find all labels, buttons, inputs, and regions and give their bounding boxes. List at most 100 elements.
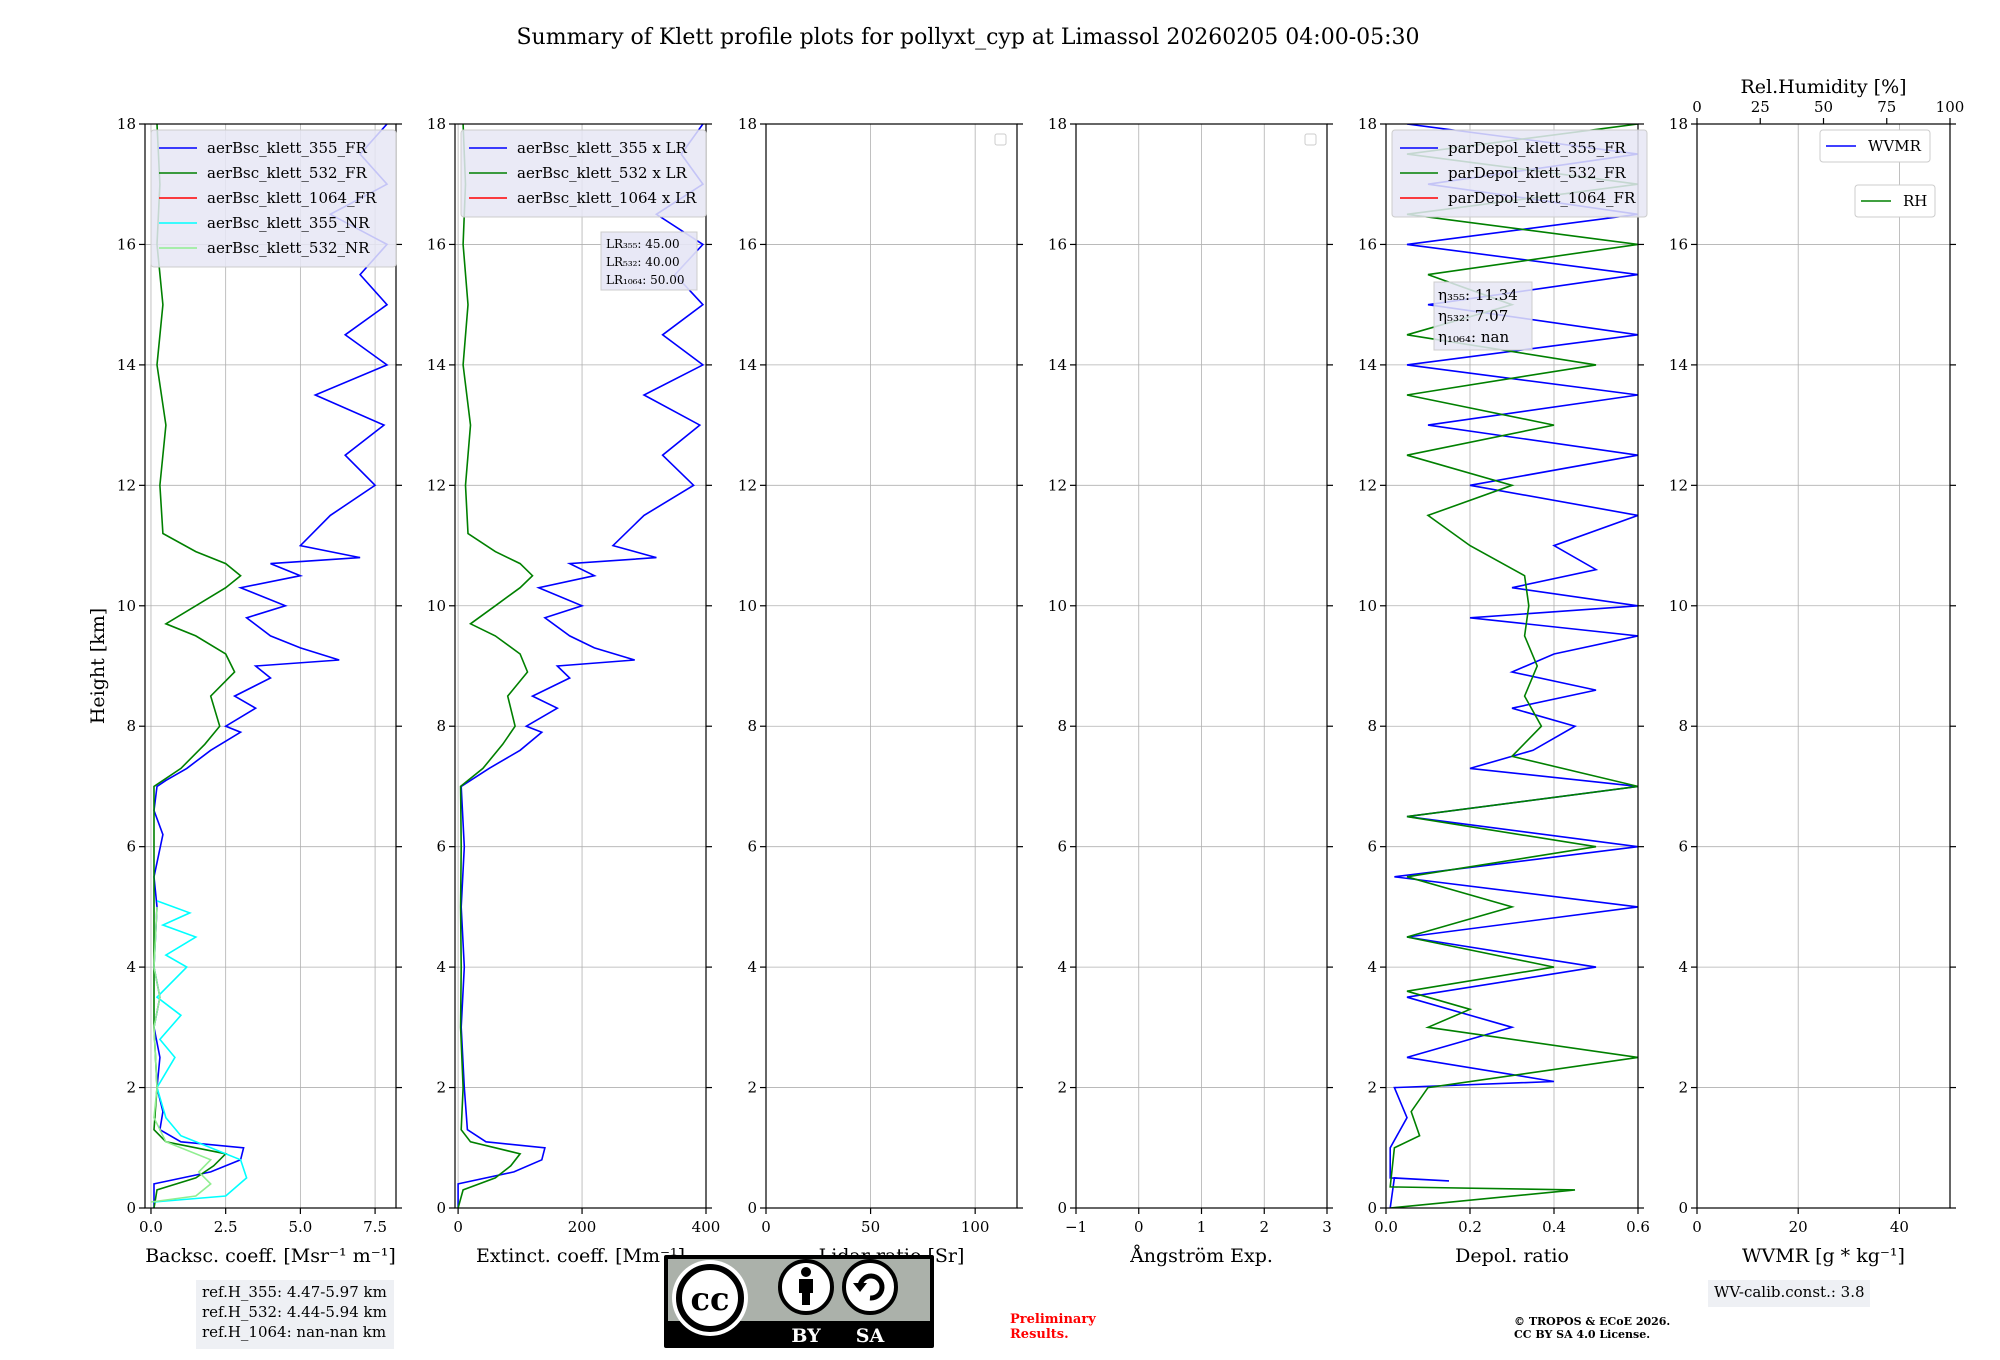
annotation-text: ref.H_355: 4.47-5.97 km [202,1283,387,1301]
y-tick-label: 6 [1678,838,1688,856]
x-tick-label: 5.0 [288,1218,312,1236]
y-tick-label: 4 [436,958,446,976]
empty-legend-box [1304,133,1317,146]
y-tick-label: 8 [126,717,136,735]
y-tick-label: 12 [1048,476,1067,494]
y-tick-label: 12 [427,476,446,494]
y-tick-label: 16 [1048,235,1067,253]
y-tick-label: 16 [738,235,757,253]
legend-box [1854,184,1936,218]
x-axis-label: Extinct. coeff. [Mm⁻¹] [476,1245,685,1267]
y-tick-label: 2 [747,1079,757,1097]
lidar-ratio-text: LR₅₃₂: 40.00 [606,255,680,269]
y-tick-label: 6 [1367,838,1377,856]
axes-frame [1696,123,1951,1209]
eta-box [1433,281,1533,351]
y-tick-label: 16 [1669,235,1688,253]
lidar-ratio-box [600,231,698,291]
sa-label: SA [856,1325,885,1347]
y-tick-label: 12 [738,476,757,494]
y-tick-label: 4 [747,958,757,976]
panel-ext: 0 2 4 6 8 10 12 14 16 18 0 200 400 Extinct. coeff. [M… [427,115,720,1267]
x-tick-label: 2 [1259,1218,1269,1236]
legend-label: aerBsc_klett_1064 x LR [517,189,697,207]
legend-label: aerBsc_klett_532_FR [207,164,367,182]
eta-text: η₅₃₂: 7.07 [1438,307,1508,325]
by-icon [778,1259,834,1315]
x-axis-label: WVMR [g * kg⁻¹] [1742,1245,1905,1267]
legend-box [1819,129,1931,163]
panel-bsc: 0 2 4 6 8 10 12 14 16 18 0.0 2.5 5.0 7.5 Backsc. coeff… [87,115,402,1349]
x-tick-label: 2.5 [214,1218,238,1236]
axes-frame [454,123,707,1209]
y-axis-label: Height [km] [87,608,109,724]
y-tick-label: 2 [126,1079,136,1097]
y-tick-label: 6 [747,838,757,856]
legend-label: parDepol_klett_1064_FR [1448,189,1636,207]
top-x-tick-label: 100 [1936,98,1965,116]
top-x-tick-label: 25 [1751,98,1770,116]
legend-box [460,129,707,218]
lidar-ratio-text: LR₁₀₆₄: 50.00 [606,273,684,287]
legend-label: WVMR [1868,137,1922,155]
y-tick-label: 6 [1057,838,1067,856]
y-tick-label: 4 [1057,958,1067,976]
y-tick-label: 18 [117,115,136,133]
y-tick-label: 4 [126,958,136,976]
x-tick-label: 40 [1890,1218,1909,1236]
by-label: BY [791,1325,821,1347]
y-tick-label: 14 [738,356,757,374]
y-tick-label: 18 [738,115,757,133]
panel-lr: 024681012141618050100Lidar ratio [Sr] [738,115,1023,1267]
legend-label: parDepol_klett_532_FR [1448,164,1626,182]
x-tick-label: 0.0 [139,1218,163,1236]
y-tick-label: 8 [436,717,446,735]
x-tick-label: 200 [568,1218,597,1236]
x-tick-label: 0.2 [1458,1218,1482,1236]
y-tick-label: 14 [1669,356,1688,374]
x-tick-label: 7.5 [363,1218,387,1236]
y-tick-label: 10 [1048,597,1067,615]
legend-label: aerBsc_klett_355_NR [207,214,370,232]
x-tick-label: 100 [961,1218,990,1236]
legend-label: aerBsc_klett_1064_FR [207,189,377,207]
annotation-box [1708,1280,1870,1307]
y-tick-label: 10 [117,597,136,615]
cc-logo-text: cc [691,1280,730,1318]
y-tick-label: 2 [1678,1079,1688,1097]
y-tick-label: 16 [117,235,136,253]
y-tick-label: 8 [1367,717,1377,735]
x-tick-label: 1 [1197,1218,1207,1236]
y-tick-label: 12 [1669,476,1688,494]
series-line-ext355 [457,124,705,1208]
y-tick-label: 18 [1048,115,1067,133]
preliminary-line-2: Results. [1010,1327,1069,1342]
y-tick-label: 14 [1048,356,1067,374]
axes-frame [765,123,1018,1209]
y-tick-label: 14 [1358,356,1377,374]
y-tick-label: 0 [747,1199,757,1217]
eta-text: η₃₅₅: 11.34 [1438,286,1518,304]
y-tick-label: 0 [126,1199,136,1217]
cc-license-badge: cc BY SA [664,1255,934,1348]
y-tick-label: 10 [427,597,446,615]
legend-label: aerBsc_klett_355 x LR [517,139,688,157]
y-tick-label: 18 [1669,115,1688,133]
lidar-ratio-text: LR₃₅₅: 45.00 [606,237,680,251]
legend-box [1391,129,1648,218]
y-tick-label: 4 [1678,958,1688,976]
y-tick-label: 18 [427,115,446,133]
legend-label: aerBsc_klett_532_NR [207,239,370,257]
legend-label: aerBsc_klett_532 x LR [517,164,688,182]
y-tick-label: 8 [747,717,757,735]
x-tick-label: 50 [861,1218,880,1236]
series-line-aerBsc_klett_355_NR [153,900,248,1203]
preliminary-line-1: Preliminary [1010,1312,1096,1327]
x-tick-label: 20 [1789,1218,1808,1236]
panel-dep: 0 2 4 6 8 10 12 14 16 18 0.0 0.2 0.4 0.6 Depol. ratio p… [1358,115,1650,1267]
x-axis-label: Ångström Exp. [1129,1245,1273,1267]
y-tick-label: 14 [427,356,446,374]
axes-frame [1385,123,1639,1209]
y-tick-label: 10 [1669,597,1688,615]
y-tick-label: 2 [436,1079,446,1097]
